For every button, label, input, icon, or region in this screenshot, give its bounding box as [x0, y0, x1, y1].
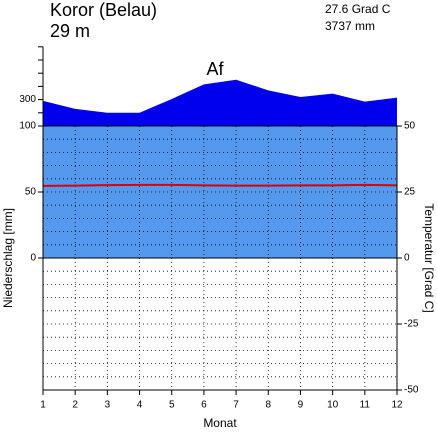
annual-precipitation: 3737 mm — [325, 19, 375, 33]
y-tick-label: 100 — [19, 121, 36, 132]
temperature-line — [42, 183, 398, 187]
x-axis-label: Monat — [203, 416, 237, 430]
x-tick-label: 7 — [233, 400, 239, 411]
mean-temperature: 27.6 Grad C — [325, 2, 391, 16]
x-tick-label: 5 — [169, 400, 175, 411]
y2-tick-label: 50 — [404, 121, 416, 132]
x-tick-label: 12 — [391, 400, 403, 411]
station-name: Koror (Belau) — [50, 0, 157, 20]
y2-tick-label: 25 — [404, 187, 416, 198]
x-tick-label: 2 — [72, 400, 78, 411]
x-tick-label: 8 — [265, 400, 271, 411]
x-tick-label: 9 — [298, 400, 304, 411]
y-tick-label: 0 — [30, 253, 36, 264]
y-tick-label: 300 — [19, 94, 36, 105]
x-tick-label: 6 — [201, 400, 207, 411]
y2-tick-label: 0 — [404, 253, 410, 264]
y-tick-label: 50 — [25, 187, 37, 198]
x-tick-label: 3 — [105, 400, 111, 411]
x-tick-label: 1 — [40, 400, 46, 411]
y2-tick-label: -25 — [404, 319, 419, 330]
elevation: 29 m — [50, 21, 90, 41]
y-axis-label: Niederschlag [mm] — [1, 208, 15, 308]
climate-class: Af — [206, 59, 224, 79]
y2-tick-label: -50 — [404, 385, 419, 396]
precipitation-area — [43, 79, 397, 126]
x-tick-label: 11 — [360, 400, 371, 411]
x-tick-label: 10 — [327, 400, 339, 411]
x-tick-label: 4 — [137, 400, 143, 411]
y2-axis-label: Temperatur [Grad C] — [422, 203, 436, 312]
